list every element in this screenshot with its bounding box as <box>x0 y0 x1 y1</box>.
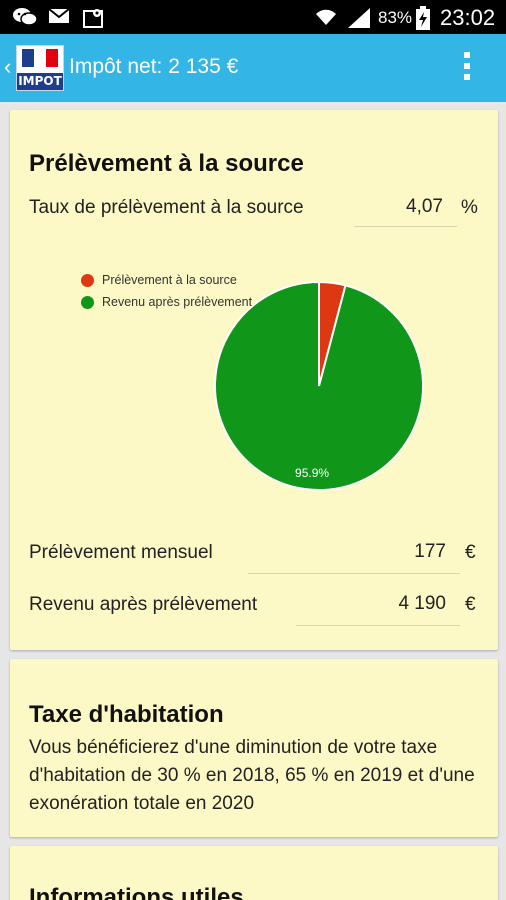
net-income-unit: € <box>465 594 476 616</box>
battery-charging-icon <box>416 6 430 30</box>
status-bar: 83% 23:02 <box>0 0 506 34</box>
info-heading: Informations utiles <box>29 884 244 900</box>
rate-label: Taux de prélèvement à la source <box>29 197 304 219</box>
info-card: Informations utiles <box>10 846 498 900</box>
email-icon <box>48 7 70 25</box>
rate-unit: % <box>461 197 478 219</box>
habitation-heading: Taxe d'habitation <box>29 701 224 729</box>
logo-text: IMPOT <box>17 73 63 90</box>
wechat-icon <box>12 7 38 27</box>
app-logo[interactable]: IMPOT <box>16 45 64 91</box>
net-income-label: Revenu après prélèvement <box>29 594 257 616</box>
battery-percentage: 83% <box>378 8 412 28</box>
source-heading: Prélèvement à la source <box>29 150 304 178</box>
habitation-text: Vous bénéficierez d'une diminution de vo… <box>29 734 484 818</box>
monthly-unit: € <box>465 542 476 564</box>
habitation-card: Taxe d'habitation Vous bénéficierez d'un… <box>10 659 498 837</box>
overflow-menu-icon[interactable] <box>462 52 472 84</box>
page-title: Impôt net: 2 135 € <box>69 55 238 79</box>
monthly-label: Prélèvement mensuel <box>29 542 213 564</box>
pie-slice <box>215 282 423 490</box>
monthly-input[interactable]: 177 <box>248 541 460 574</box>
signal-icon <box>346 7 372 29</box>
source-card: Prélèvement à la source Taux de prélèvem… <box>10 110 498 650</box>
legend-swatch <box>81 274 94 287</box>
legend-swatch <box>81 296 94 309</box>
app-bar: ‹ IMPOT Impôt net: 2 135 € <box>0 34 506 102</box>
clock: 23:02 <box>440 5 495 31</box>
net-income-input[interactable]: 4 190 <box>296 593 460 626</box>
rate-input[interactable]: 4,07 <box>354 196 457 227</box>
map-icon <box>82 7 104 29</box>
back-chevron-icon[interactable]: ‹ <box>4 54 11 80</box>
pie-slice-label: 95.9% <box>295 466 329 480</box>
wifi-icon <box>313 7 339 27</box>
flag-icon <box>22 49 58 67</box>
pie-chart: 95.9% <box>213 280 425 492</box>
